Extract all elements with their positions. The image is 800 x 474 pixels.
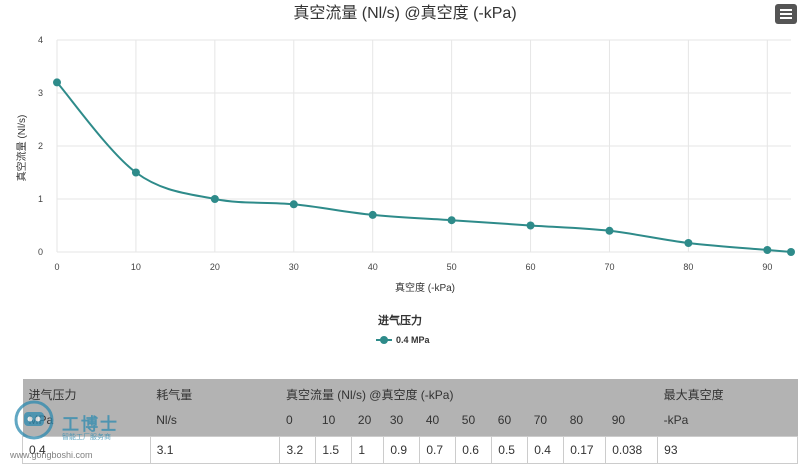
unit-cell: 50 [455, 407, 492, 437]
hamburger-menu-icon-line [780, 13, 792, 15]
y-tick-label: 1 [38, 194, 43, 204]
x-tick-label: 0 [54, 262, 59, 272]
table-cell: 0.038 [605, 436, 659, 464]
y-tick-label: 2 [38, 141, 43, 151]
hamburger-menu-icon-line [780, 17, 792, 19]
hamburger-menu-icon [780, 9, 792, 11]
unit-cell: 70 [527, 407, 564, 437]
x-tick-label: 70 [604, 262, 614, 272]
table-cell: 0.5 [491, 436, 529, 464]
data-point[interactable] [131, 168, 140, 177]
x-tick-label: 20 [210, 262, 220, 272]
x-tick-label: 50 [447, 262, 457, 272]
header-max-vacuum: 最大真空度 [657, 379, 798, 407]
table-cell: 0.17 [563, 436, 607, 464]
table-header-row: 进气压力 耗气量 真空流量 (Nl/s) @真空度 (-kPa) 最大真空度 [22, 379, 798, 407]
x-tick-label: 90 [762, 262, 772, 272]
y-axis-title: 真空流量 (Nl/s) [15, 115, 28, 182]
x-axis-title: 真空度 (-kPa) [395, 281, 455, 294]
legend-marker [380, 336, 388, 344]
chart-menu-button[interactable] [775, 4, 797, 24]
table-cell: 3.2 [279, 436, 317, 464]
unit-cell: MPa [22, 407, 151, 437]
table-cell: 1 [351, 436, 385, 464]
series-line [56, 81, 792, 253]
unit-cell: Nl/s [150, 407, 280, 437]
data-point[interactable] [526, 221, 535, 230]
x-tick-label: 80 [683, 262, 693, 272]
data-point[interactable] [53, 78, 61, 87]
unit-cell: 60 [491, 407, 528, 437]
data-point[interactable] [210, 195, 219, 203]
table-cell: 0.4 [527, 436, 565, 464]
data-point[interactable] [605, 226, 614, 235]
legend-label: 0.4 MPa [396, 335, 431, 345]
table-cell: 0.9 [383, 436, 421, 464]
data-point[interactable] [763, 245, 772, 254]
x-tick-label: 40 [368, 262, 378, 272]
y-tick-label: 0 [38, 247, 43, 257]
unit-cell: 10 [315, 407, 352, 437]
y-tick-label: 3 [38, 88, 43, 98]
table-cell: 1.5 [315, 436, 353, 464]
chart-area: 0 1 2 3 4 0 10 20 30 40 50 60 70 80 90 真空流量 (Nl/s) @真空… [15, 4, 797, 345]
data-point[interactable] [787, 248, 795, 256]
grid-layer [56, 39, 791, 253]
header-inlet-pressure: 进气压力 [22, 379, 151, 407]
table-cell: 0.4 [22, 436, 151, 464]
unit-cell: 20 [351, 407, 384, 437]
spec-table-wrapper: 进气压力 耗气量 真空流量 (Nl/s) @真空度 (-kPa) 最大真空度 M… [22, 379, 798, 464]
legend-title: 进气压力 [378, 313, 422, 327]
header-vacuum-flow: 真空流量 (Nl/s) @真空度 (-kPa) [279, 379, 658, 407]
unit-cell: 40 [419, 407, 456, 437]
table-cell: 93 [657, 436, 798, 464]
data-point[interactable] [684, 238, 693, 247]
unit-cell: -kPa [657, 407, 798, 437]
data-point[interactable] [368, 210, 377, 219]
x-tick-label: 30 [289, 262, 299, 272]
series-layer [53, 78, 795, 256]
legend-item-0-4mpa[interactable]: 0.4 MPa [376, 335, 431, 345]
x-tick-label: 60 [526, 262, 536, 272]
x-tick-label: 10 [131, 262, 141, 272]
data-point[interactable] [289, 200, 298, 209]
data-point[interactable] [447, 216, 456, 225]
table-cell: 3.1 [149, 436, 281, 464]
table-unit-row: MPa Nl/s 0 10 20 30 40 50 60 70 80 90 -k… [22, 407, 798, 437]
header-air-consumption: 耗气量 [150, 379, 280, 407]
table-row: 0.4 3.1 3.2 1.5 1 0.9 0.7 0.6 0.5 0.4 0.… [22, 436, 798, 464]
spec-table: 进气压力 耗气量 真空流量 (Nl/s) @真空度 (-kPa) 最大真空度 M… [22, 379, 798, 464]
table-cell: 0.7 [419, 436, 457, 464]
unit-cell: 0 [279, 407, 316, 437]
unit-cell: 80 [563, 407, 606, 437]
table-cell: 0.6 [455, 436, 493, 464]
unit-cell: 30 [383, 407, 420, 437]
y-tick-label: 4 [38, 35, 43, 45]
unit-cell: 90 [605, 407, 658, 437]
chart-title: 真空流量 (Nl/s) @真空度 (-kPa) [293, 4, 516, 22]
